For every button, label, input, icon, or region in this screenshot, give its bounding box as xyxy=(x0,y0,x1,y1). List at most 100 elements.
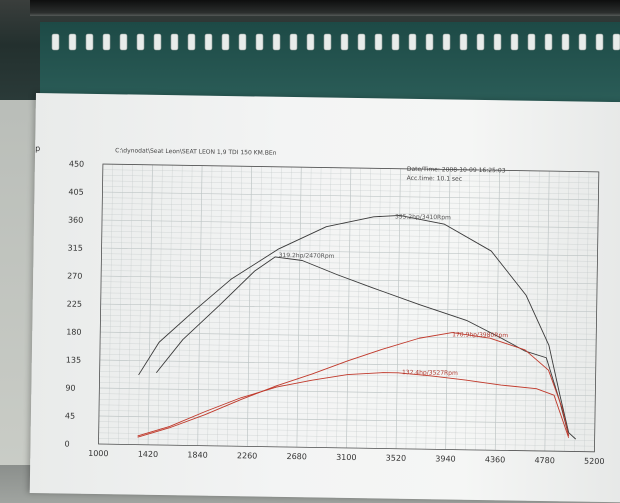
grid-line-h xyxy=(99,387,596,397)
binder-ring xyxy=(374,33,383,51)
binder-ring xyxy=(391,33,400,51)
y-tick-label: 90 xyxy=(65,383,75,392)
grid-line-h xyxy=(99,376,596,385)
grid-line-h xyxy=(102,180,599,189)
binder-ring xyxy=(170,33,179,51)
grid-line-h xyxy=(101,225,598,234)
grid-line-h xyxy=(99,348,596,357)
binder-ring xyxy=(289,33,298,51)
series-line-3 xyxy=(137,332,570,438)
grid-line-h xyxy=(99,359,596,369)
binder-clip-bar xyxy=(30,0,620,16)
grid-line-h xyxy=(101,253,598,262)
binder-ring xyxy=(51,33,60,51)
dyno-chart: 1000 1420 1840 2260 2680 3100 3520 3940 4360 4780… xyxy=(30,144,605,466)
x-tick-label: 2260 xyxy=(237,451,257,460)
peak-annotation: 395.2hp/3410Rpm xyxy=(395,213,451,221)
y-tick-label: 270 xyxy=(67,272,82,281)
grid-line-h xyxy=(99,365,596,374)
x-tick-label: 4360 xyxy=(485,455,505,464)
y-tick-label: 405 xyxy=(68,188,83,197)
binder-ring xyxy=(442,33,451,51)
grid-line-h xyxy=(98,427,595,436)
grid-line-h xyxy=(102,214,599,223)
binder-ring xyxy=(476,33,485,51)
chart-series xyxy=(137,214,577,440)
grid-line-h xyxy=(100,309,597,318)
x-tick-label: 4780 xyxy=(534,456,554,465)
grid-line-h xyxy=(99,371,596,380)
binder-ring xyxy=(102,33,111,51)
grid-line-h xyxy=(100,287,597,296)
grid-line-h xyxy=(101,236,598,245)
grid-line-h xyxy=(100,343,597,352)
y-tick-label: 360 xyxy=(68,216,83,225)
grid-line-h xyxy=(102,197,599,206)
peak-annotation: 319.2hp/2470Rpm xyxy=(279,252,335,260)
y-axis-label: Hp xyxy=(30,144,40,153)
binder-rings xyxy=(51,33,620,51)
x-tick-label: 3940 xyxy=(435,454,455,463)
dyno-printout: 1000 1420 1840 2260 2680 3100 3520 3940 4360 4780… xyxy=(29,93,620,503)
x-tick-label: 1000 xyxy=(88,449,108,458)
binder-ring xyxy=(306,33,315,51)
x-tick-label: 1840 xyxy=(187,450,207,459)
binder-ring xyxy=(340,33,349,51)
acceleration-time: Acc.time: 10.1 sec xyxy=(407,175,462,183)
binder-ring xyxy=(136,33,145,51)
grid-line-h xyxy=(100,337,597,346)
binder-ring xyxy=(323,33,332,51)
binder-ring xyxy=(527,33,536,51)
grid-line-h xyxy=(101,231,598,240)
grid-line-h xyxy=(99,399,596,408)
x-tick-label: 2680 xyxy=(286,452,306,461)
binder-ring xyxy=(493,33,502,51)
x-tick-label: 5200 xyxy=(584,457,604,466)
grid-line-h xyxy=(100,298,597,307)
grid-line-h xyxy=(100,315,597,324)
chart-grid xyxy=(98,163,600,453)
binder-ring xyxy=(459,33,468,51)
binder-ring xyxy=(255,33,264,51)
binder-ring xyxy=(238,33,247,51)
grid-line-h xyxy=(101,281,597,290)
peak-annotation: 170.9hp/3980Rpm xyxy=(452,331,508,339)
grid-line-h xyxy=(100,303,597,313)
series-line-1 xyxy=(138,214,577,440)
date-time: Date/Time: 2008-10-09 16:25:03 xyxy=(407,166,506,175)
grid-line-h xyxy=(100,292,597,301)
binder-ring xyxy=(408,33,417,51)
binder-ring xyxy=(612,33,620,51)
binder-ring xyxy=(595,33,604,51)
grid-line-h xyxy=(102,203,599,212)
grid-line-h xyxy=(102,191,599,201)
grid-line-h xyxy=(101,259,598,268)
binder-ring xyxy=(153,33,162,51)
binder-ring xyxy=(357,33,366,51)
binder-ring xyxy=(119,33,128,51)
grid-line-h xyxy=(101,242,598,251)
binder-ring xyxy=(425,33,434,51)
x-tick-label: 3520 xyxy=(386,454,406,463)
grid-line-h xyxy=(98,438,595,447)
binder-ring xyxy=(187,33,196,51)
peak-annotation: 132.4hp/3527Rpm xyxy=(402,369,458,377)
grid-line-h xyxy=(99,410,595,419)
series-line-2 xyxy=(155,256,570,436)
binder-ring xyxy=(221,33,230,51)
x-tick-label: 1420 xyxy=(138,450,158,459)
y-tick-label: 225 xyxy=(67,300,82,309)
file-path: C:\dynodat\Seat Leon\SEAT LEON 1,9 TDI 1… xyxy=(115,147,277,157)
binder-ring xyxy=(561,33,570,51)
binder-ring xyxy=(510,33,519,51)
y-tick-label: 180 xyxy=(66,328,81,337)
grid-line-h xyxy=(99,382,596,391)
chart-annotations: 395.2hp/3410Rpm 319.2hp/2470Rpm 170.9hp/39… xyxy=(279,213,509,377)
grid-line-h xyxy=(99,354,596,363)
chart-axes: 1000 1420 1840 2260 2680 3100 3520 3940 4360 4780… xyxy=(64,160,604,466)
grid-line-h xyxy=(101,270,598,279)
grid-line-h xyxy=(101,275,598,285)
grid-line-h xyxy=(100,331,597,341)
plot-frame xyxy=(98,163,600,453)
grid-line-h xyxy=(100,326,597,335)
